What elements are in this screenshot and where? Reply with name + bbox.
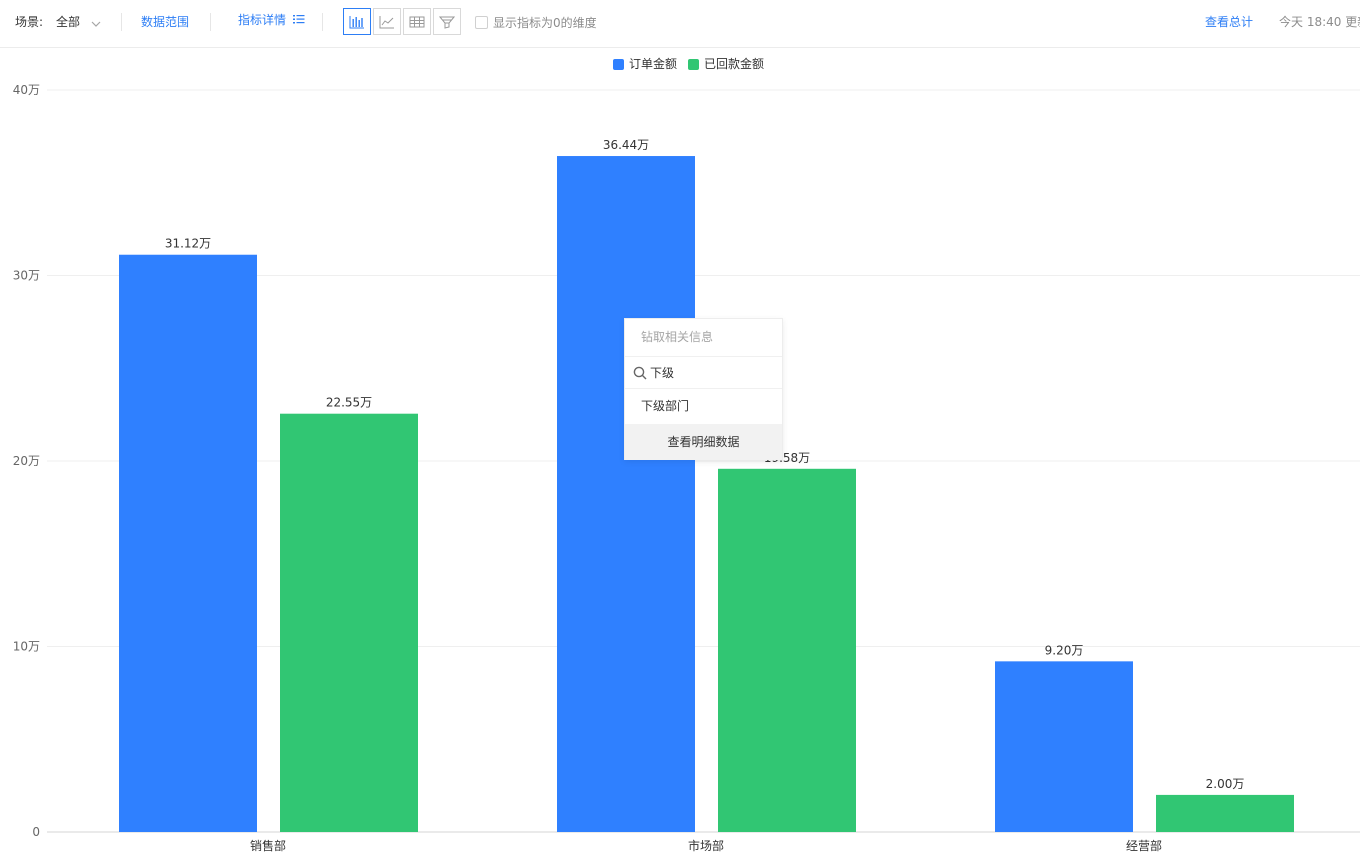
drill-popup-title: 钻取相关信息 — [625, 319, 782, 357]
x-tick-label: 市场部 — [688, 838, 724, 853]
legend-label: 订单金额 — [629, 56, 677, 71]
metric-detail-link[interactable]: 指标详情 — [238, 0, 305, 42]
update-time: 今天 18:40 更新 — [1279, 15, 1360, 29]
show-zero-checkbox[interactable]: 显示指标为0的维度 — [475, 14, 597, 31]
y-tick-label: 20万 — [13, 454, 40, 468]
divider — [210, 13, 211, 31]
scene-label: 场景: — [15, 15, 44, 29]
bar-chart: 010万20万30万40万31.12万22.55万销售部36.44万19.58万… — [13, 56, 1360, 853]
y-tick-label: 10万 — [13, 640, 40, 654]
y-tick-label: 30万 — [13, 269, 40, 283]
bar — [280, 413, 418, 832]
show-zero-label: 显示指标为0的维度 — [493, 16, 597, 30]
view-total-link[interactable]: 查看总计 — [1205, 15, 1254, 29]
divider — [322, 13, 323, 31]
legend-swatch — [613, 59, 624, 70]
data-label: 31.12万 — [165, 237, 211, 251]
checkbox-box[interactable] — [475, 16, 488, 29]
view-detail-button[interactable]: 查看明细数据 — [625, 424, 782, 460]
metric-detail-label: 指标详情 — [238, 13, 287, 27]
data-label: 22.55万 — [326, 396, 372, 410]
search-icon — [633, 366, 647, 379]
chevron-down-icon[interactable] — [90, 15, 102, 34]
data-label: 9.20万 — [1045, 643, 1084, 657]
data-label: 36.44万 — [603, 138, 649, 152]
drill-popup: 钻取相关信息 下级部门 查看明细数据 — [624, 318, 783, 460]
table-icon[interactable] — [403, 8, 431, 35]
list-icon — [292, 15, 305, 24]
bar — [119, 254, 257, 832]
bar — [995, 661, 1133, 832]
data-label: 2.00万 — [1206, 777, 1245, 791]
toolbar: 场景: 全部 数据范围 指标详情 — [0, 0, 1360, 48]
legend-swatch — [688, 59, 699, 70]
bar — [718, 468, 856, 832]
y-tick-label: 0 — [32, 825, 40, 839]
funnel-icon[interactable] — [433, 8, 461, 35]
y-tick-label: 40万 — [13, 83, 40, 97]
line-chart-icon[interactable] — [373, 8, 401, 35]
x-tick-label: 经营部 — [1126, 838, 1162, 853]
drill-search-input[interactable] — [647, 365, 770, 380]
bar — [1156, 794, 1294, 832]
drill-search — [625, 357, 782, 389]
bar-chart-icon[interactable] — [343, 8, 371, 35]
bar — [557, 156, 695, 833]
scene-select[interactable]: 全部 — [56, 15, 81, 29]
divider — [121, 13, 122, 31]
drill-item-subdepartment[interactable]: 下级部门 — [641, 399, 690, 413]
legend-label: 已回款金额 — [704, 56, 764, 71]
x-tick-label: 销售部 — [250, 838, 286, 853]
chart-type-switcher — [343, 8, 463, 35]
data-range-link[interactable]: 数据范围 — [141, 15, 190, 29]
